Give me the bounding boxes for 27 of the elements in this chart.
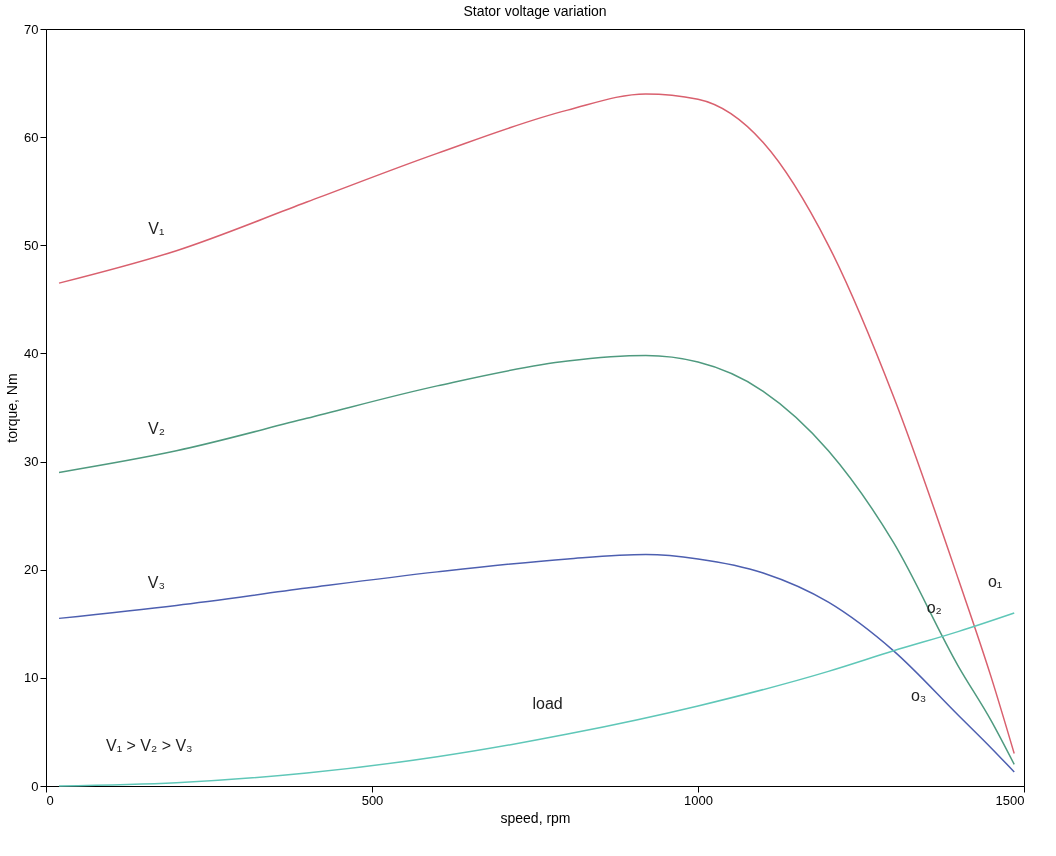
y-tick-label: 70 <box>24 21 39 37</box>
y-axis-title: torque, Nm <box>4 373 21 443</box>
y-tick-label: 60 <box>24 129 39 145</box>
series-label: load <box>532 695 563 713</box>
line-series <box>58 612 1015 787</box>
x-tick-label: 1500 <box>995 792 1025 808</box>
annotation: o₂ <box>926 598 942 616</box>
y-tick-label: 20 <box>24 562 39 578</box>
line-series <box>58 93 1015 755</box>
annotation: o₁ <box>987 573 1003 591</box>
annotation: o₃ <box>910 686 927 704</box>
x-axis-title: speed, rpm <box>500 809 571 826</box>
chart-title: Stator voltage variation <box>463 3 607 19</box>
y-tick-label: 0 <box>31 778 39 794</box>
series-label: V₂ <box>147 419 165 437</box>
x-tick-label: 500 <box>361 792 384 808</box>
annotation: V₁ > V₂ > V₃ <box>106 737 193 754</box>
y-tick-label: 10 <box>24 670 39 686</box>
line-series <box>58 354 1015 766</box>
y-tick-label: 40 <box>24 345 39 361</box>
series-label: V₁ <box>148 219 165 237</box>
x-tick-label: 1000 <box>684 792 713 808</box>
y-tick-label: 30 <box>24 454 39 470</box>
series-label: V₃ <box>147 574 165 592</box>
y-tick-label: 50 <box>24 237 39 253</box>
x-tick-label: 0 <box>46 792 54 808</box>
line-series <box>58 553 1015 773</box>
